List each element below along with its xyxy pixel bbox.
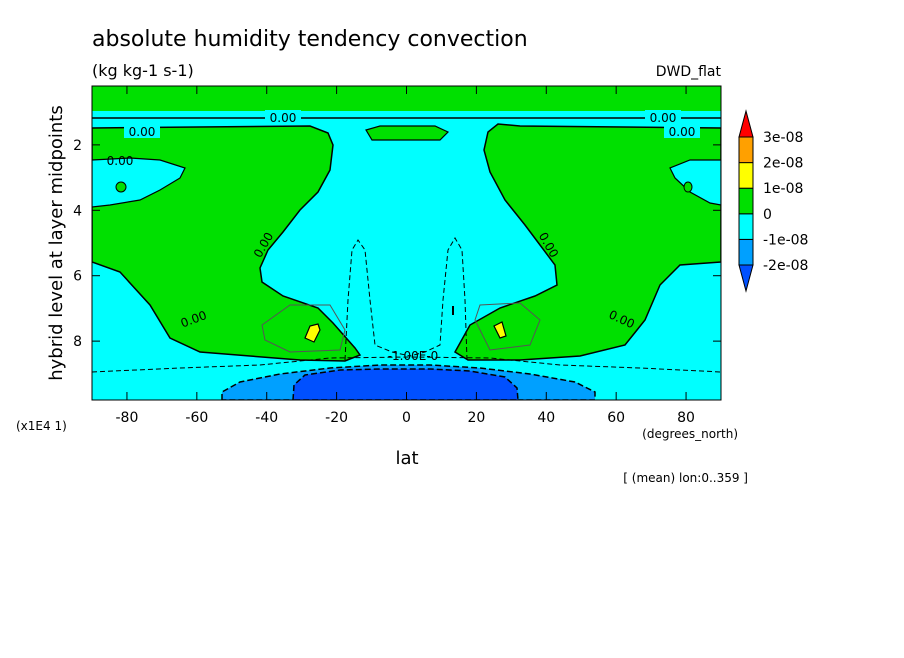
chart-title: absolute humidity tendency convection <box>92 27 528 52</box>
x-tick-label: -60 <box>185 410 208 426</box>
y-scale-note: (x1E4 1) <box>16 419 67 433</box>
x-tick-label: -80 <box>116 410 139 426</box>
field-top-blob <box>365 125 450 141</box>
contour-loop-north <box>474 302 541 351</box>
colorbar: 3e-08 2e-08 1e-08 0 -1e-08 -2e-08 <box>738 109 808 293</box>
colorbar-swatch <box>738 238 754 266</box>
x-tick-label: 40 <box>537 410 555 426</box>
colorbar-swatch <box>738 162 754 189</box>
y-tick-label: 4 <box>73 203 82 219</box>
field-max-south <box>304 323 321 343</box>
field-positive-north <box>453 123 721 361</box>
colorbar-swatch <box>738 136 754 164</box>
contour-label: 0.00 <box>270 111 297 125</box>
colorbar-label: -2e-08 <box>763 258 808 274</box>
colorbar-swatch <box>738 213 754 240</box>
field-island-north <box>683 181 693 193</box>
contour-loop-south <box>261 304 346 353</box>
contour-dashed-right <box>409 237 468 361</box>
x-axis: -80 -60 -40 -20 0 20 40 60 80 <box>116 86 695 426</box>
dataset-label: DWD_flat <box>656 64 722 80</box>
field-pocket-north <box>669 159 721 206</box>
y-tick-label: 2 <box>73 138 82 154</box>
contour-label: 0.00 <box>669 125 696 139</box>
contour-dashed-left <box>344 239 411 361</box>
field-negative-deep <box>292 368 519 400</box>
x-tick-label: 20 <box>467 410 485 426</box>
x-axis-label: lat <box>395 448 418 469</box>
x-tick-label: 0 <box>402 410 411 426</box>
chart-units: (kg kg-1 s-1) <box>92 61 194 80</box>
field-max-north <box>493 321 507 339</box>
colorbar-label: 3e-08 <box>763 130 803 146</box>
contour-dashed-bottom <box>92 356 721 373</box>
x-units: (degrees_north) <box>642 427 738 441</box>
colorbar-label: 0 <box>763 207 772 223</box>
contour-label: 0.00 <box>129 125 156 139</box>
plot-area: 0.00 0.00 0.00 0.00 0.00 0.00 0.00 0.00 … <box>92 86 721 400</box>
x-tick-label: 80 <box>677 410 695 426</box>
footnote: [ (mean) lon:0..359 ] <box>623 471 748 485</box>
x-tick-label: -40 <box>255 410 278 426</box>
field-island-south <box>115 181 127 193</box>
y-axis-label: hybrid level at layer midpoints <box>46 105 67 381</box>
colorbar-swatch <box>738 187 754 215</box>
y-axis: 2 4 6 8 <box>73 138 721 350</box>
contour-label: 0.00 <box>650 111 677 125</box>
x-tick-label: -20 <box>325 410 348 426</box>
colorbar-swatch <box>738 264 754 293</box>
contour-label: -1.00E-0 <box>388 349 439 363</box>
colorbar-label: 1e-08 <box>763 181 803 197</box>
y-tick-label: 6 <box>73 269 82 285</box>
y-tick-label: 8 <box>73 334 82 350</box>
colorbar-label: -1e-08 <box>763 232 808 248</box>
colorbar-swatch <box>738 109 754 138</box>
x-tick-label: 60 <box>607 410 625 426</box>
field-pocket-south <box>92 157 186 208</box>
contour-label: 0.00 <box>107 154 134 168</box>
colorbar-label: 2e-08 <box>763 156 803 172</box>
